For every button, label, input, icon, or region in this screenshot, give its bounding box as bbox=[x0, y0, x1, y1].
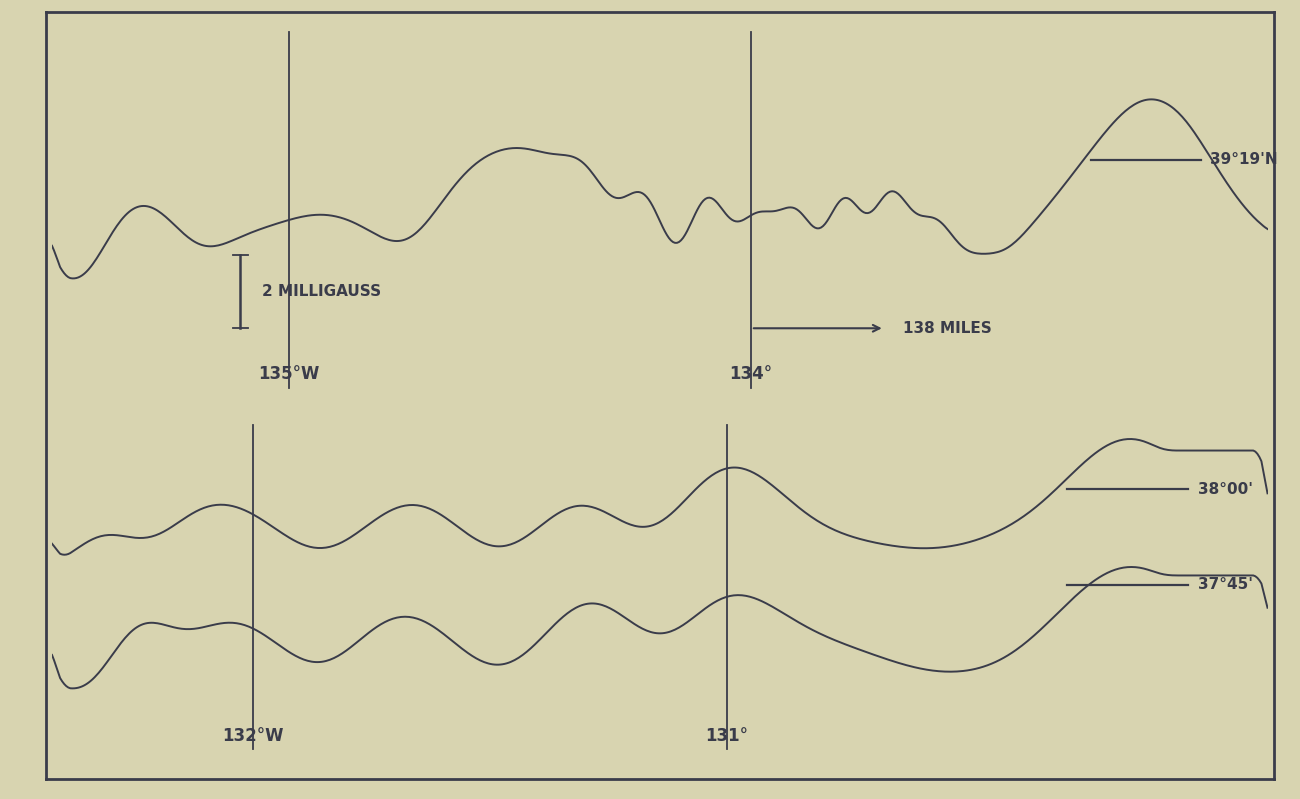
Text: 132°W: 132°W bbox=[222, 726, 283, 745]
Text: 135°W: 135°W bbox=[259, 364, 320, 383]
Text: 134°: 134° bbox=[729, 364, 772, 383]
Text: 37°45': 37°45' bbox=[1199, 577, 1253, 592]
Text: 131°: 131° bbox=[705, 726, 747, 745]
Text: 38°00': 38°00' bbox=[1199, 482, 1253, 497]
Text: 2 MILLIGAUSS: 2 MILLIGAUSS bbox=[263, 284, 381, 300]
Text: 39°19'N: 39°19'N bbox=[1210, 152, 1278, 167]
Text: 138 MILES: 138 MILES bbox=[903, 320, 992, 336]
